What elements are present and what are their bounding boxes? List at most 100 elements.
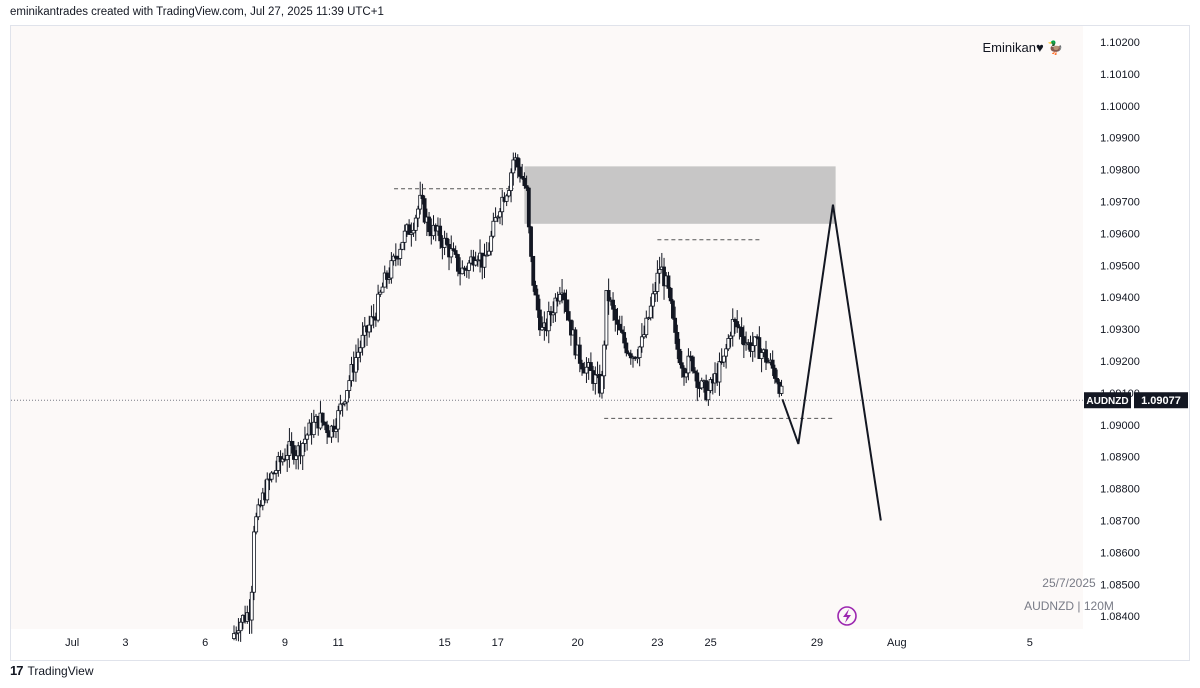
candle-body <box>764 349 768 363</box>
candle <box>380 282 385 293</box>
candle <box>294 450 298 470</box>
y-tick-label: 1.09300 <box>1100 324 1140 336</box>
candle <box>453 245 458 259</box>
candle-body <box>562 292 567 301</box>
candle <box>551 301 556 324</box>
x-tick-label: 23 <box>651 637 663 649</box>
projection-path <box>781 204 882 521</box>
candle <box>236 618 241 642</box>
candle <box>287 428 292 468</box>
tradingview-logo-icon[interactable]: 17 <box>10 663 24 678</box>
candle <box>467 259 471 279</box>
y-tick-label: 1.09500 <box>1100 260 1140 272</box>
candle <box>334 418 338 439</box>
candle <box>311 409 316 438</box>
lightning-icon[interactable] <box>837 606 857 626</box>
candle <box>389 252 394 284</box>
candle-body <box>624 342 629 354</box>
candle-body <box>340 403 345 406</box>
candle <box>354 344 358 382</box>
candle-body <box>320 412 325 423</box>
candle <box>724 343 729 369</box>
candle <box>695 369 700 402</box>
symbol-tag-label: AUDNZD <box>1086 396 1128 407</box>
candle-body <box>757 337 762 359</box>
candle <box>624 337 629 357</box>
candle <box>759 348 764 373</box>
candle-body <box>653 291 658 295</box>
candle-body <box>695 372 700 388</box>
candle-body <box>566 311 571 321</box>
candle <box>648 296 653 321</box>
candle-body <box>487 250 491 256</box>
footer-brand[interactable]: TradingView <box>27 663 94 678</box>
candle <box>726 334 731 352</box>
candle-body <box>657 268 662 274</box>
price-chart[interactable]: 1.10200 1.10100 1.10000 1.09900 1.09800 1.097… <box>11 26 1189 660</box>
candle <box>546 301 551 344</box>
candle-body <box>385 272 389 280</box>
candle <box>407 219 412 235</box>
candle <box>717 352 722 396</box>
candle-body <box>274 470 279 474</box>
candle <box>356 338 361 371</box>
candle <box>369 305 374 333</box>
candle <box>522 172 527 189</box>
candle <box>690 355 695 374</box>
candle-body <box>400 241 405 250</box>
candle-body <box>522 177 527 186</box>
candle <box>573 327 578 360</box>
candle <box>493 207 498 222</box>
candle-body <box>553 297 558 314</box>
candle <box>686 348 691 381</box>
candle-body <box>753 336 757 347</box>
candle <box>526 186 531 234</box>
candle-body <box>460 267 465 275</box>
symbol-tag <box>1084 392 1131 409</box>
candle <box>735 310 740 333</box>
candle-body <box>646 317 651 320</box>
candle-body <box>444 237 449 245</box>
candle-body <box>735 321 740 328</box>
candle-body <box>766 361 771 364</box>
candle <box>340 402 345 417</box>
candle <box>772 364 777 384</box>
candle-body <box>462 267 467 270</box>
candle-body <box>232 633 236 639</box>
candle-body <box>493 217 498 222</box>
candle <box>269 470 274 483</box>
candle <box>500 189 505 226</box>
candle-body <box>334 428 338 432</box>
candle <box>540 316 545 332</box>
candle-body <box>666 275 671 289</box>
candle <box>367 315 372 338</box>
last-price-label: 1.09077 <box>1141 395 1181 407</box>
candle-body <box>717 361 722 383</box>
candle <box>637 345 642 367</box>
candle-body <box>620 329 624 333</box>
candle <box>566 299 571 322</box>
x-tick-label: Aug <box>887 637 907 649</box>
candle <box>462 265 467 277</box>
candle-body <box>733 319 737 322</box>
candle-body <box>706 390 711 401</box>
candle-body <box>303 438 307 444</box>
candle-body <box>635 357 640 360</box>
candle-body <box>535 294 540 311</box>
y-tick-label: 1.08500 <box>1100 579 1140 591</box>
candle-body <box>639 336 644 348</box>
candle <box>518 158 522 183</box>
candle-body <box>484 254 489 257</box>
candle-body <box>772 367 777 379</box>
y-tick-label: 1.09200 <box>1100 356 1140 368</box>
candle-body <box>500 196 505 213</box>
last-price-tag <box>1134 392 1188 409</box>
x-tick-label: 20 <box>571 637 583 649</box>
candle <box>475 255 480 267</box>
candle <box>580 359 584 376</box>
candle <box>254 512 259 535</box>
candle <box>252 525 256 601</box>
candle-body <box>358 347 363 353</box>
candle-body <box>673 317 678 333</box>
candle-body <box>371 316 376 319</box>
